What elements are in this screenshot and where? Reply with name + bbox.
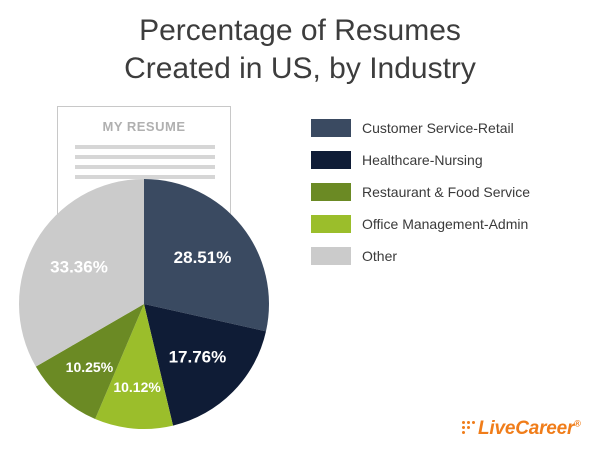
legend-swatch bbox=[311, 151, 351, 169]
logo-dots-icon bbox=[462, 419, 476, 435]
legend-swatch bbox=[311, 119, 351, 137]
pie-slice-office-management-admin bbox=[35, 304, 144, 420]
legend-item-customer-service-retail: Customer Service-Retail bbox=[311, 116, 596, 148]
resume-heading: MY RESUME bbox=[102, 119, 186, 134]
pie-slice-healthcare-nursing bbox=[144, 304, 266, 426]
logo-trademark: ® bbox=[574, 418, 581, 429]
legend-label: Healthcare-Nursing bbox=[362, 152, 483, 168]
legend-item-healthcare-nursing: Healthcare-Nursing bbox=[311, 148, 596, 180]
pie-slice-other bbox=[18, 179, 144, 367]
chart-title-line-2: Created in US, by Industry bbox=[124, 52, 476, 85]
pie-slice-restaurant-and-food-service bbox=[95, 304, 174, 429]
pie-label-customer-service-retail: 28.51% bbox=[174, 248, 232, 267]
logo-text: LiveCareer bbox=[478, 418, 575, 439]
resume-line bbox=[75, 145, 215, 149]
pie-slice-customer-service-retail bbox=[144, 179, 269, 332]
legend-label: Restaurant & Food Service bbox=[362, 184, 531, 200]
resume-line bbox=[75, 155, 215, 159]
legend-swatch bbox=[311, 215, 351, 233]
legend-label: Office Management-Admin bbox=[362, 216, 529, 232]
legend-item-restaurant-and-food-service: Restaurant & Food Service bbox=[311, 180, 596, 212]
chart-title: Percentage of Resumes Created in US, by … bbox=[0, 12, 600, 88]
legend-label: Customer Service-Retail bbox=[362, 120, 514, 136]
legend-item-office-management-admin: Office Management-Admin bbox=[311, 212, 596, 244]
legend-label: Other bbox=[362, 248, 398, 264]
legend-item-other: Other bbox=[311, 244, 596, 276]
pie-label-office-management-admin: 10.25% bbox=[66, 359, 114, 375]
livecareer-logo: LiveCareer® bbox=[462, 418, 581, 442]
pie-label-healthcare-nursing: 17.76% bbox=[169, 348, 227, 367]
pie-label-restaurant-and-food-service: 10.12% bbox=[113, 379, 161, 395]
resume-line bbox=[75, 175, 215, 179]
pie-label-other: 33.36% bbox=[50, 258, 108, 277]
legend-swatch bbox=[311, 247, 351, 265]
chart-title-line-1: Percentage of Resumes bbox=[139, 14, 461, 47]
chart-legend: Customer Service-Retail Healthcare-Nursin… bbox=[311, 116, 596, 276]
resume-line bbox=[75, 165, 215, 169]
legend-swatch bbox=[311, 183, 351, 201]
